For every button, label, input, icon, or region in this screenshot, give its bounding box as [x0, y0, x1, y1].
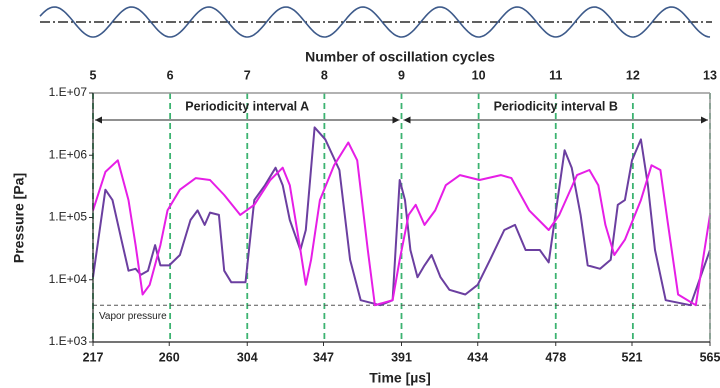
arrow-head: [95, 116, 102, 124]
x2-tick-label: 8: [321, 68, 328, 82]
x-tick-label: 347: [313, 350, 334, 364]
x-tick-label: 391: [391, 350, 412, 364]
x2-tick-label: 9: [398, 68, 405, 82]
x-axis-label: Time [µs]: [369, 370, 431, 386]
x-tick-label: 565: [700, 350, 720, 364]
interval-label: Periodicity interval A: [185, 99, 309, 113]
x-tick-label: 304: [237, 350, 258, 364]
x-tick-label: 521: [622, 350, 643, 364]
x-tick-label: 478: [545, 350, 566, 364]
y-tick-label: 1.E+07: [49, 85, 88, 99]
sine-wave: [39, 6, 711, 38]
arrow-head: [392, 116, 400, 124]
x2-tick-label: 12: [626, 68, 640, 82]
x2-axis-label: Number of oscillation cycles: [305, 49, 495, 65]
y-tick-label: 1.E+06: [49, 147, 88, 161]
y-tick-label: 1.E+03: [49, 334, 88, 348]
x2-tick-label: 7: [244, 68, 251, 82]
x2-tick-label: 13: [703, 68, 717, 82]
interval-label: Periodicity interval B: [494, 99, 618, 113]
y-tick-label: 1.E+04: [49, 272, 88, 286]
series-line: [92, 141, 711, 307]
x2-tick-label: 5: [90, 68, 97, 82]
arrow-head: [403, 116, 411, 124]
y-axis-label: Pressure [Pa]: [11, 173, 27, 263]
x-tick-label: 434: [467, 350, 488, 364]
x2-tick-label: 11: [549, 68, 562, 82]
x-tick-label: 217: [83, 350, 104, 364]
x-tick-label: 260: [159, 350, 180, 364]
arrow-head: [701, 116, 708, 124]
vapor-label: Vapor pressure: [99, 311, 167, 322]
y-tick-label: 1.E+05: [49, 210, 88, 224]
x2-tick-label: 6: [167, 68, 174, 82]
x2-tick-label: 10: [472, 68, 486, 82]
